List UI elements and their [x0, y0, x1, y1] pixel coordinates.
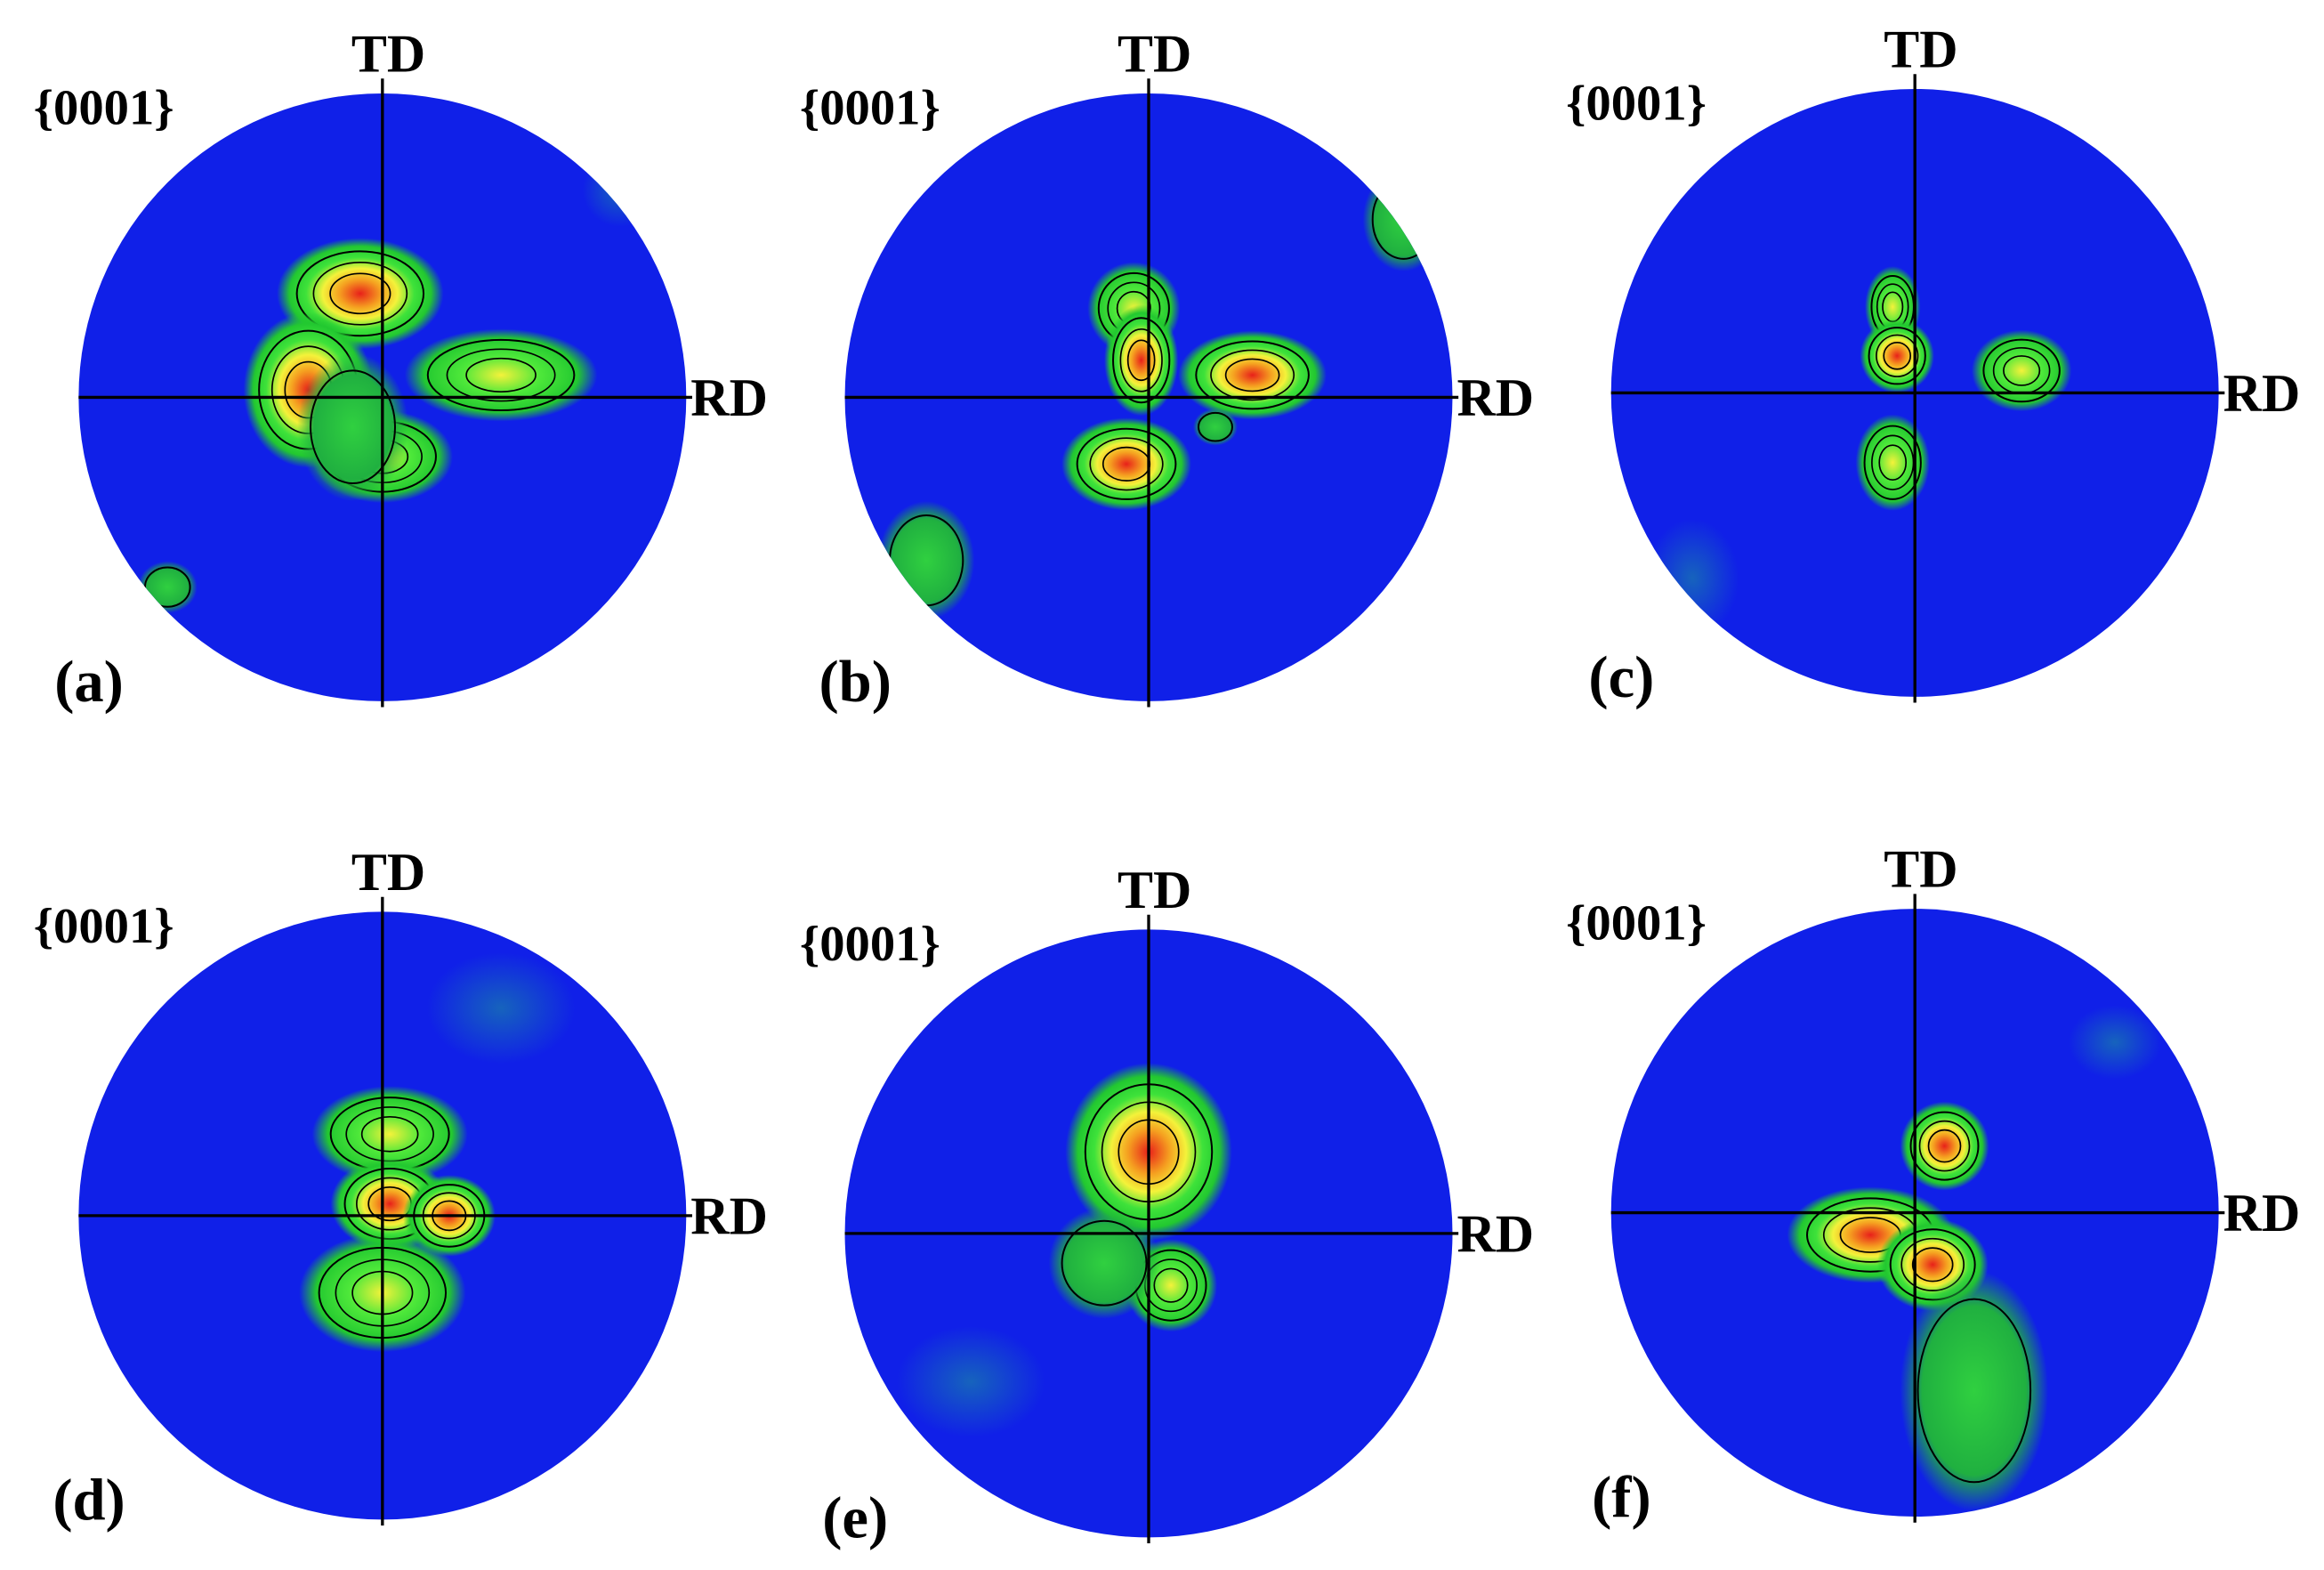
contour-line	[1119, 328, 1163, 392]
panel-label: (a)	[54, 650, 124, 715]
contour-line	[1210, 349, 1295, 401]
plane-label: {0001}	[800, 81, 940, 136]
plane-label: {0001}	[34, 899, 174, 954]
contour-line	[1112, 317, 1171, 404]
intensity-blob	[1971, 329, 2072, 412]
panel-label: (b)	[819, 650, 891, 715]
contour-line	[360, 1115, 419, 1153]
intensity-blob	[1646, 519, 1739, 638]
contour-line	[1863, 425, 1922, 500]
intensity-blob	[311, 1086, 468, 1183]
contour-line	[446, 348, 556, 402]
contour-line	[1076, 427, 1177, 500]
plane-label: {0001}	[1566, 77, 1707, 132]
pole-figure: {0001} TD RD (b)	[800, 24, 1534, 715]
contour-line	[1868, 327, 1926, 385]
contour-line	[1089, 437, 1164, 491]
contour-line	[2003, 355, 2041, 386]
intensity-blob	[137, 561, 198, 613]
contour-line	[1878, 444, 1908, 482]
contour-line	[312, 262, 408, 326]
intensity-blob	[404, 328, 598, 422]
contour-line	[1900, 1237, 1965, 1291]
plane-label: {0001}	[34, 81, 174, 136]
contour-line	[310, 369, 396, 485]
contour-line	[426, 338, 576, 411]
contour-line	[1982, 338, 2061, 403]
panel-label: (c)	[1588, 645, 1654, 710]
rd-label: RD	[690, 1186, 768, 1245]
pole-figure: {0001} TD RD (f)	[1566, 840, 2300, 1531]
td-label: TD	[1118, 24, 1191, 83]
intensity-blob	[1900, 1270, 2049, 1511]
intensity-blob	[1192, 408, 1238, 446]
intensity-blob	[426, 952, 576, 1064]
intensity-blob	[1048, 1207, 1160, 1319]
contour-line	[1195, 340, 1310, 410]
intensity-blob	[582, 152, 657, 227]
contour-line	[1927, 1129, 1962, 1163]
pole-figure: {0001} TD RD (c)	[1566, 20, 2300, 710]
intensity-blob	[1178, 330, 1327, 420]
contour-line	[329, 272, 391, 315]
contour-line	[1911, 1247, 1954, 1283]
contour-line	[1883, 341, 1912, 370]
contour-line	[1197, 411, 1233, 442]
contour-line	[295, 250, 425, 337]
intensity-map	[1787, 1005, 2162, 1511]
intensity-blob	[1860, 319, 1934, 393]
intensity-blob	[896, 1325, 1045, 1437]
contour-line	[1916, 1298, 2032, 1484]
contour-line	[1061, 1219, 1148, 1307]
intensity-blob	[297, 352, 408, 502]
rd-label: RD	[2223, 1184, 2301, 1242]
contour-line	[1918, 1120, 1971, 1172]
intensity-map	[299, 952, 576, 1353]
contour-line	[465, 357, 537, 392]
pole-figure: {0001} TD RD (a)	[34, 24, 768, 715]
contour-line	[1126, 339, 1156, 382]
intensity-blob	[1362, 167, 1445, 271]
rd-label: RD	[2223, 364, 2301, 423]
panel-label: (f)	[1592, 1465, 1651, 1530]
rd-label: RD	[1457, 368, 1534, 427]
pole-figure: {0001} TD RD (e)	[800, 861, 1534, 1551]
intensity-blob	[1104, 304, 1179, 417]
intensity-blob	[1855, 414, 1930, 511]
panel-label: (e)	[822, 1486, 888, 1551]
intensity-blob	[2069, 1005, 2162, 1080]
rd-label: RD	[1457, 1204, 1534, 1263]
td-label: TD	[1884, 840, 1957, 899]
intensity-blob	[1061, 417, 1191, 511]
intensity-blob	[1900, 1101, 1989, 1191]
contour-line	[1909, 1111, 1980, 1181]
td-label: TD	[1884, 20, 1957, 78]
td-label: TD	[351, 843, 425, 902]
panel-label: (d)	[52, 1469, 125, 1534]
intensity-blob	[878, 501, 975, 620]
td-label: TD	[1118, 861, 1191, 919]
td-label: TD	[351, 24, 425, 83]
pole-figure: {0001} TD RD (d)	[34, 843, 768, 1534]
rd-label: RD	[690, 368, 768, 427]
contour-line	[1224, 358, 1280, 392]
plane-label: {0001}	[800, 917, 940, 972]
plane-label: {0001}	[1566, 896, 1707, 951]
contour-line	[1876, 334, 1919, 377]
